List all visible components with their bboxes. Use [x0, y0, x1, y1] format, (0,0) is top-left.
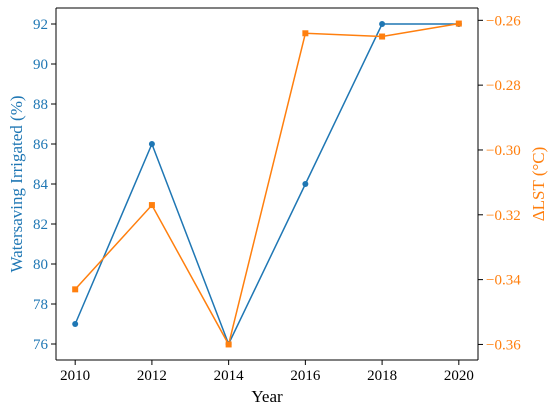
data-point-left	[379, 21, 386, 27]
y-left-tick-label: 80	[33, 257, 48, 273]
data-point-right	[455, 20, 462, 27]
data-point-right	[302, 30, 309, 37]
y-right-tick-label: −0.28	[486, 78, 521, 94]
y-left-tick-label: 82	[33, 217, 48, 233]
series-points-layer	[72, 20, 462, 348]
data-point-right	[148, 202, 155, 209]
data-point-right	[225, 341, 232, 348]
data-point-left	[72, 321, 79, 327]
series-line-left	[74, 23, 459, 346]
x-tick-label: 2018	[367, 368, 397, 384]
y-right-tick-label: −0.26	[486, 13, 521, 29]
data-point-right	[72, 286, 79, 293]
data-point-left	[148, 141, 155, 147]
series-line-right	[74, 22, 459, 347]
x-tick-label: 2016	[290, 368, 321, 384]
y-right-tick-label: −0.30	[486, 143, 521, 159]
y-left-tick-label: 88	[33, 97, 48, 113]
x-tick-label: 2010	[60, 368, 90, 384]
y-left-tick-label: 90	[33, 57, 48, 73]
series-lines-layer	[74, 22, 459, 347]
y-right-tick-label: −0.36	[486, 337, 521, 353]
y-left-tick-label: 76	[33, 337, 49, 353]
y-left-tick-label: 92	[33, 17, 48, 33]
axes-layer: 2010 2012 2014 2016 2018 2020 76 78 80 82 84 86 88 90…	[33, 7, 521, 384]
y-axis-right-label: ΔLST (°C)	[529, 147, 548, 222]
x-tick-label: 2012	[137, 368, 167, 384]
y-left-tick-label: 78	[33, 297, 48, 313]
x-tick-label: 2014	[214, 368, 245, 384]
data-point-right	[379, 33, 386, 40]
y-left-tick-label: 86	[33, 137, 49, 153]
y-left-tick-label: 84	[33, 177, 49, 193]
x-axis-label: Year	[251, 387, 283, 406]
data-point-left	[302, 181, 309, 187]
y-right-tick-label: −0.32	[486, 208, 521, 224]
y-right-tick-label: −0.34	[486, 273, 521, 289]
y-axis-left-label: Watersaving Irrigated (%)	[7, 95, 26, 272]
x-tick-label: 2020	[444, 368, 474, 384]
